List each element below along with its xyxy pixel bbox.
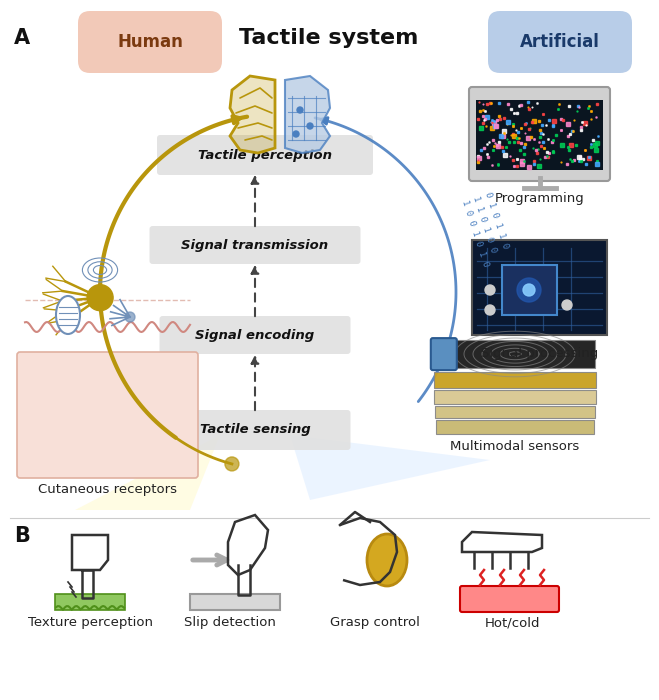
Circle shape bbox=[293, 131, 299, 137]
Text: Multimodal sensors: Multimodal sensors bbox=[450, 440, 580, 453]
Circle shape bbox=[485, 285, 495, 295]
FancyBboxPatch shape bbox=[435, 340, 595, 368]
Polygon shape bbox=[75, 435, 220, 510]
Text: Signal processing: Signal processing bbox=[481, 347, 598, 360]
Circle shape bbox=[225, 457, 239, 471]
Polygon shape bbox=[230, 76, 275, 153]
FancyBboxPatch shape bbox=[190, 594, 280, 610]
Text: A: A bbox=[14, 28, 30, 48]
Text: Human: Human bbox=[117, 33, 183, 51]
Text: Hot/cold: Hot/cold bbox=[484, 616, 540, 629]
FancyBboxPatch shape bbox=[434, 372, 596, 388]
FancyBboxPatch shape bbox=[434, 390, 596, 404]
FancyBboxPatch shape bbox=[436, 420, 594, 434]
Circle shape bbox=[297, 107, 303, 113]
Text: Programming: Programming bbox=[495, 192, 585, 205]
Text: Cutaneous receptors: Cutaneous receptors bbox=[38, 483, 177, 496]
FancyBboxPatch shape bbox=[17, 352, 198, 478]
FancyBboxPatch shape bbox=[476, 100, 603, 170]
Text: B: B bbox=[14, 526, 30, 546]
Polygon shape bbox=[290, 435, 490, 500]
Circle shape bbox=[125, 312, 135, 322]
FancyBboxPatch shape bbox=[159, 316, 351, 354]
Circle shape bbox=[307, 123, 313, 129]
Text: Tactile system: Tactile system bbox=[239, 28, 418, 48]
Ellipse shape bbox=[56, 296, 80, 334]
FancyBboxPatch shape bbox=[488, 11, 632, 73]
Text: Slip detection: Slip detection bbox=[184, 616, 276, 629]
FancyBboxPatch shape bbox=[431, 338, 457, 370]
Circle shape bbox=[517, 278, 541, 302]
Circle shape bbox=[562, 300, 572, 310]
Text: Tactile sensing: Tactile sensing bbox=[200, 424, 310, 437]
FancyBboxPatch shape bbox=[157, 135, 373, 175]
Text: Artificial: Artificial bbox=[520, 33, 600, 51]
Polygon shape bbox=[285, 76, 330, 153]
FancyBboxPatch shape bbox=[469, 87, 610, 181]
FancyBboxPatch shape bbox=[55, 594, 125, 610]
Text: Signal transmission: Signal transmission bbox=[181, 239, 329, 251]
Circle shape bbox=[87, 285, 113, 311]
FancyBboxPatch shape bbox=[460, 586, 559, 612]
Ellipse shape bbox=[367, 534, 407, 586]
Text: Texture perception: Texture perception bbox=[28, 616, 152, 629]
Text: Tactile perception: Tactile perception bbox=[198, 148, 332, 162]
Text: Signal encoding: Signal encoding bbox=[195, 328, 314, 342]
FancyBboxPatch shape bbox=[435, 406, 595, 418]
FancyBboxPatch shape bbox=[78, 11, 222, 73]
Text: 0 1 0 1 1 0
1 1 0 1 0 0
1 0 0 1 0 1 0: 0 1 0 1 1 0 1 1 0 1 0 0 1 0 0 1 0 1 0 bbox=[459, 191, 513, 268]
FancyBboxPatch shape bbox=[150, 226, 360, 264]
Text: Grasp control: Grasp control bbox=[330, 616, 420, 629]
Circle shape bbox=[523, 284, 535, 296]
FancyBboxPatch shape bbox=[502, 265, 557, 315]
FancyBboxPatch shape bbox=[472, 240, 607, 335]
Circle shape bbox=[485, 305, 495, 315]
FancyBboxPatch shape bbox=[159, 410, 351, 450]
